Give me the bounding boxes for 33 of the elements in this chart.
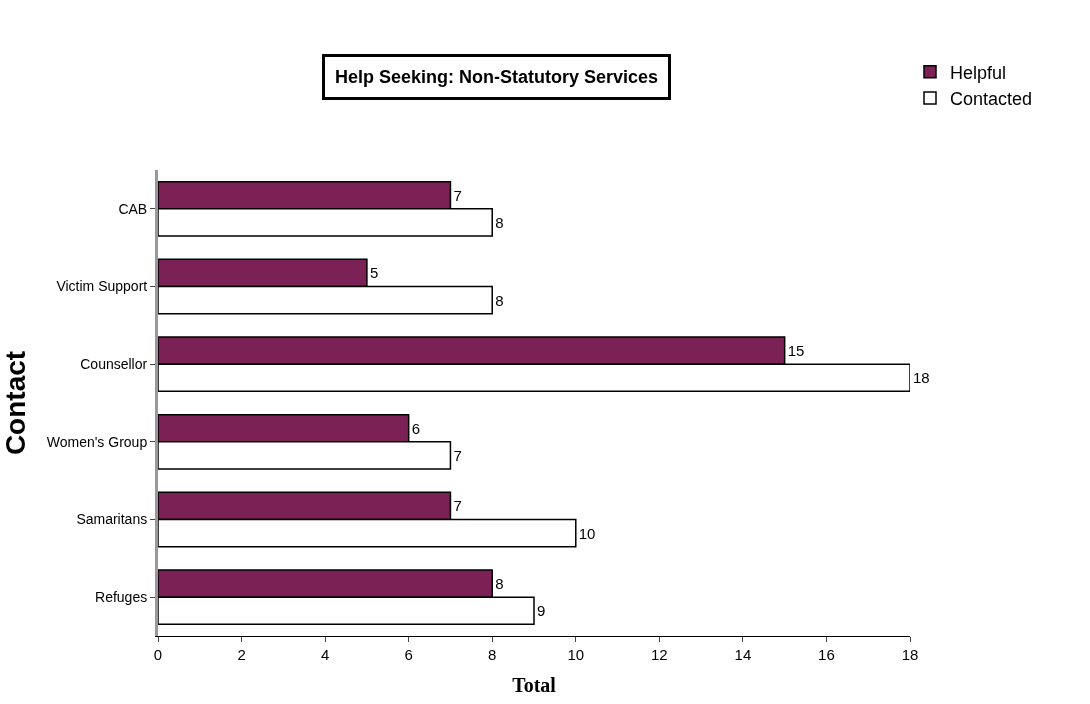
y-tick-label: Refuges bbox=[95, 589, 148, 606]
y-tick-label: Women's Group bbox=[46, 433, 148, 450]
data-label: 8 bbox=[495, 291, 504, 309]
y-tick-label: Victim Support bbox=[56, 278, 148, 295]
y-tick-label: Samaritans bbox=[76, 511, 148, 528]
x-tick-label: 6 bbox=[404, 646, 413, 663]
y-axis-title: Contact bbox=[0, 350, 31, 456]
data-label: 5 bbox=[369, 264, 379, 282]
y-tick-label: CAB bbox=[118, 200, 148, 217]
data-label: 10 bbox=[578, 524, 596, 542]
data-label: 8 bbox=[495, 213, 504, 231]
data-label: 8 bbox=[495, 575, 504, 593]
x-tick-label: 10 bbox=[567, 646, 585, 663]
data-label: 9 bbox=[537, 602, 546, 620]
x-tick-label: 18 bbox=[901, 646, 919, 663]
data-label: 7 bbox=[453, 186, 462, 204]
legend-label: Helpful bbox=[950, 62, 1007, 83]
data-label: 18 bbox=[913, 369, 930, 387]
legend-label: Contacted bbox=[950, 89, 1033, 110]
data-label: 7 bbox=[453, 497, 462, 515]
x-tick-label: 16 bbox=[818, 646, 835, 663]
x-tick-label: 0 bbox=[153, 646, 163, 663]
x-tick-label: 12 bbox=[650, 646, 668, 663]
data-label: 6 bbox=[411, 419, 421, 437]
x-tick-label: 14 bbox=[734, 646, 752, 663]
data-label: 15 bbox=[787, 342, 805, 360]
x-axis-title: Total bbox=[512, 673, 557, 696]
x-tick-label: 4 bbox=[320, 646, 330, 663]
data-label: 7 bbox=[453, 446, 462, 464]
x-tick-label: 2 bbox=[237, 646, 246, 663]
x-tick-label: 8 bbox=[488, 646, 497, 663]
chart-title: Help Seeking: Non-Statutory Services bbox=[335, 67, 659, 87]
y-tick-label: Counsellor bbox=[80, 356, 148, 373]
